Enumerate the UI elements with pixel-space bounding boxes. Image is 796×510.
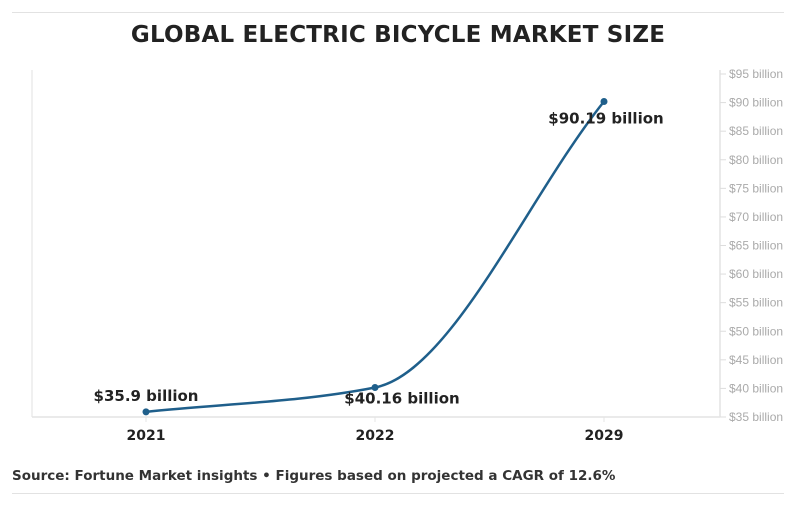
series-line — [145, 100, 605, 414]
y-tick-label: $80 billion — [729, 153, 783, 167]
y-tick-label: $90 billion — [729, 96, 783, 110]
y-tick-label: $50 billion — [729, 324, 783, 338]
data-point — [600, 97, 608, 105]
y-tick-label: $70 billion — [729, 210, 783, 224]
top-divider — [12, 12, 784, 13]
y-tick-label: $40 billion — [729, 381, 783, 395]
source-note: Source: Fortune Market insights • Figure… — [12, 468, 616, 484]
y-tick-label: $65 billion — [729, 239, 783, 253]
x-tick-label: 2029 — [585, 428, 624, 444]
chart-title: GLOBAL ELECTRIC BICYCLE MARKET SIZE — [130, 22, 666, 48]
y-tick-label: $45 billion — [729, 353, 783, 367]
y-tick-label: $85 billion — [729, 124, 783, 138]
y-tick-label: $55 billion — [729, 296, 783, 310]
data-point — [371, 384, 379, 392]
x-tick-label: 2021 — [127, 428, 166, 444]
x-tick-label: 2022 — [356, 428, 395, 444]
data-label: $40.16 billion — [344, 390, 459, 408]
data-label: $35.9 billion — [94, 387, 199, 405]
data-point — [142, 408, 150, 416]
bottom-divider — [12, 493, 784, 494]
y-tick-label: $95 billion — [729, 67, 783, 81]
y-tick-label: $75 billion — [729, 181, 783, 195]
y-tick-label: $60 billion — [729, 267, 783, 281]
y-tick-label: $35 billion — [729, 410, 783, 424]
data-label: $90.19 billion — [548, 109, 663, 127]
